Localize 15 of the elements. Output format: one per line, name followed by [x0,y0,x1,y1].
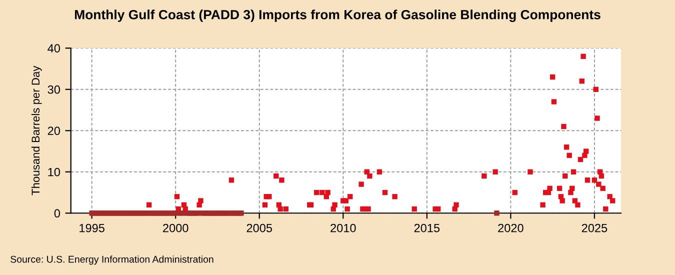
chart-title: Monthly Gulf Coast (PADD 3) Imports from Korea of Gasoline Blending Components [74,10,600,22]
y-tick-label: 30 [48,85,60,94]
x-tick-label: 2010 [330,224,356,232]
x-tick-label: 2025 [582,224,608,232]
y-tick-label: 40 [48,44,60,53]
x-tick-label: 2005 [246,224,272,232]
y-axis-title: Thousand Barrels per Day [31,66,42,196]
y-tick-label: 10 [48,168,60,176]
source-note: Source: U.S. Energy Information Administration [10,256,214,265]
y-tick-label: 20 [48,126,60,136]
x-tick-label: 2000 [163,224,188,232]
x-tick-label: 2015 [414,224,440,232]
y-tick-label: 0 [54,209,60,218]
x-tick-label: 1995 [80,224,104,232]
x-tick-label: 2020 [498,224,524,232]
